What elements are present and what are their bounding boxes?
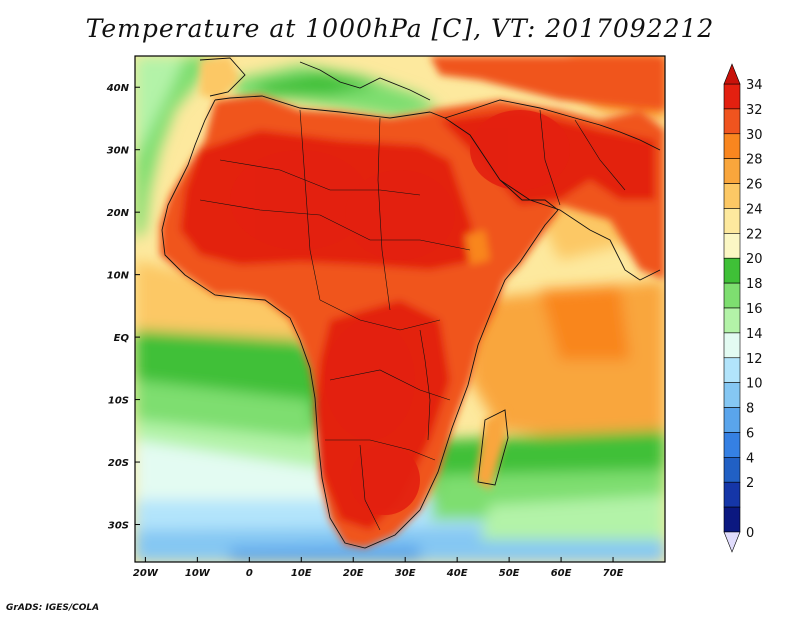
colorbar-label: 26 bbox=[746, 178, 763, 193]
lat-tick-label: 10N bbox=[107, 271, 130, 282]
lat-tick-label: 30N bbox=[107, 146, 130, 157]
lat-tick-label: EQ bbox=[114, 333, 130, 344]
lon-tick-label: 20E bbox=[343, 568, 364, 579]
colorbar-swatch bbox=[723, 282, 741, 309]
lat-tick-label: 30S bbox=[108, 521, 129, 532]
lon-tick-label: 70E bbox=[603, 568, 624, 579]
colorbar-swatch bbox=[723, 506, 741, 533]
colorbar-label: 2 bbox=[746, 476, 754, 491]
colorbar-label: 22 bbox=[746, 227, 763, 242]
colorbar-swatch bbox=[723, 332, 741, 359]
colorbar-swatch bbox=[723, 382, 741, 408]
lon-tick-label: 20W bbox=[133, 568, 159, 579]
colorbar-label: 34 bbox=[746, 78, 763, 93]
colorbar-swatch bbox=[723, 233, 741, 259]
colorbar-label: 10 bbox=[746, 377, 763, 392]
longitude-axis: 20W 10W 0 10E 20E 30E 40E 50E 60E 70E bbox=[133, 557, 624, 579]
footer-credit: GrADS: IGES/COLA bbox=[6, 603, 100, 613]
lon-tick-label: 50E bbox=[499, 568, 520, 579]
colorbar-swatch bbox=[723, 407, 741, 433]
colorbar-swatch bbox=[723, 432, 741, 458]
colorbar-top-arrow bbox=[723, 63, 741, 85]
colorbar-label: 16 bbox=[746, 302, 763, 317]
plot-frame bbox=[134, 55, 666, 563]
lat-tick-label: 20S bbox=[108, 458, 129, 469]
colorbar-label: 4 bbox=[746, 451, 754, 466]
colorbar-swatch bbox=[723, 108, 741, 135]
colorbar-bottom-arrow bbox=[723, 531, 741, 553]
lon-tick-label: 10E bbox=[291, 568, 312, 579]
lat-tick-label: 20N bbox=[107, 208, 130, 219]
colorbar-label: 14 bbox=[746, 327, 763, 342]
colorbar-label: 32 bbox=[746, 103, 763, 118]
temperature-field bbox=[135, 56, 665, 562]
colorbar-swatch bbox=[723, 183, 741, 209]
lat-tick-label: 10S bbox=[108, 396, 129, 407]
lat-tick-label: 40N bbox=[106, 83, 130, 94]
lon-tick-label: 0 bbox=[246, 568, 253, 579]
colorbar-label: 6 bbox=[746, 426, 754, 441]
colorbar-label: 0 bbox=[746, 526, 754, 541]
lon-tick-label: 60E bbox=[551, 568, 572, 579]
colorbar-label: 12 bbox=[746, 352, 763, 367]
latitude-axis: 40N 30N 20N 10N EQ 10S 20S 30S bbox=[106, 83, 140, 532]
colorbar-label: 30 bbox=[746, 128, 763, 143]
colorbar-swatch bbox=[723, 481, 741, 508]
colorbar-swatch bbox=[723, 83, 741, 110]
colorbar-swatch bbox=[723, 133, 741, 159]
colorbar-swatch bbox=[723, 257, 741, 284]
colorbar-swatch bbox=[723, 457, 741, 483]
colorbar-label: 8 bbox=[746, 402, 754, 417]
coastlines bbox=[161, 57, 661, 549]
map-title: Temperature at 1000hPa [C], VT: 20170922… bbox=[85, 14, 715, 43]
colorbar-swatch bbox=[723, 357, 741, 383]
colorbar-label: 28 bbox=[746, 153, 763, 168]
colorbar-swatch bbox=[723, 307, 741, 334]
colorbar-swatch bbox=[723, 208, 741, 234]
lon-tick-label: 40E bbox=[446, 568, 468, 579]
colorbar-label: 24 bbox=[746, 202, 763, 217]
colorbar-label: 20 bbox=[746, 252, 763, 267]
colorbar-label: 18 bbox=[746, 277, 763, 292]
lon-tick-label: 30E bbox=[395, 568, 416, 579]
colorbar-swatch bbox=[723, 158, 741, 184]
lon-tick-label: 10W bbox=[185, 568, 211, 579]
